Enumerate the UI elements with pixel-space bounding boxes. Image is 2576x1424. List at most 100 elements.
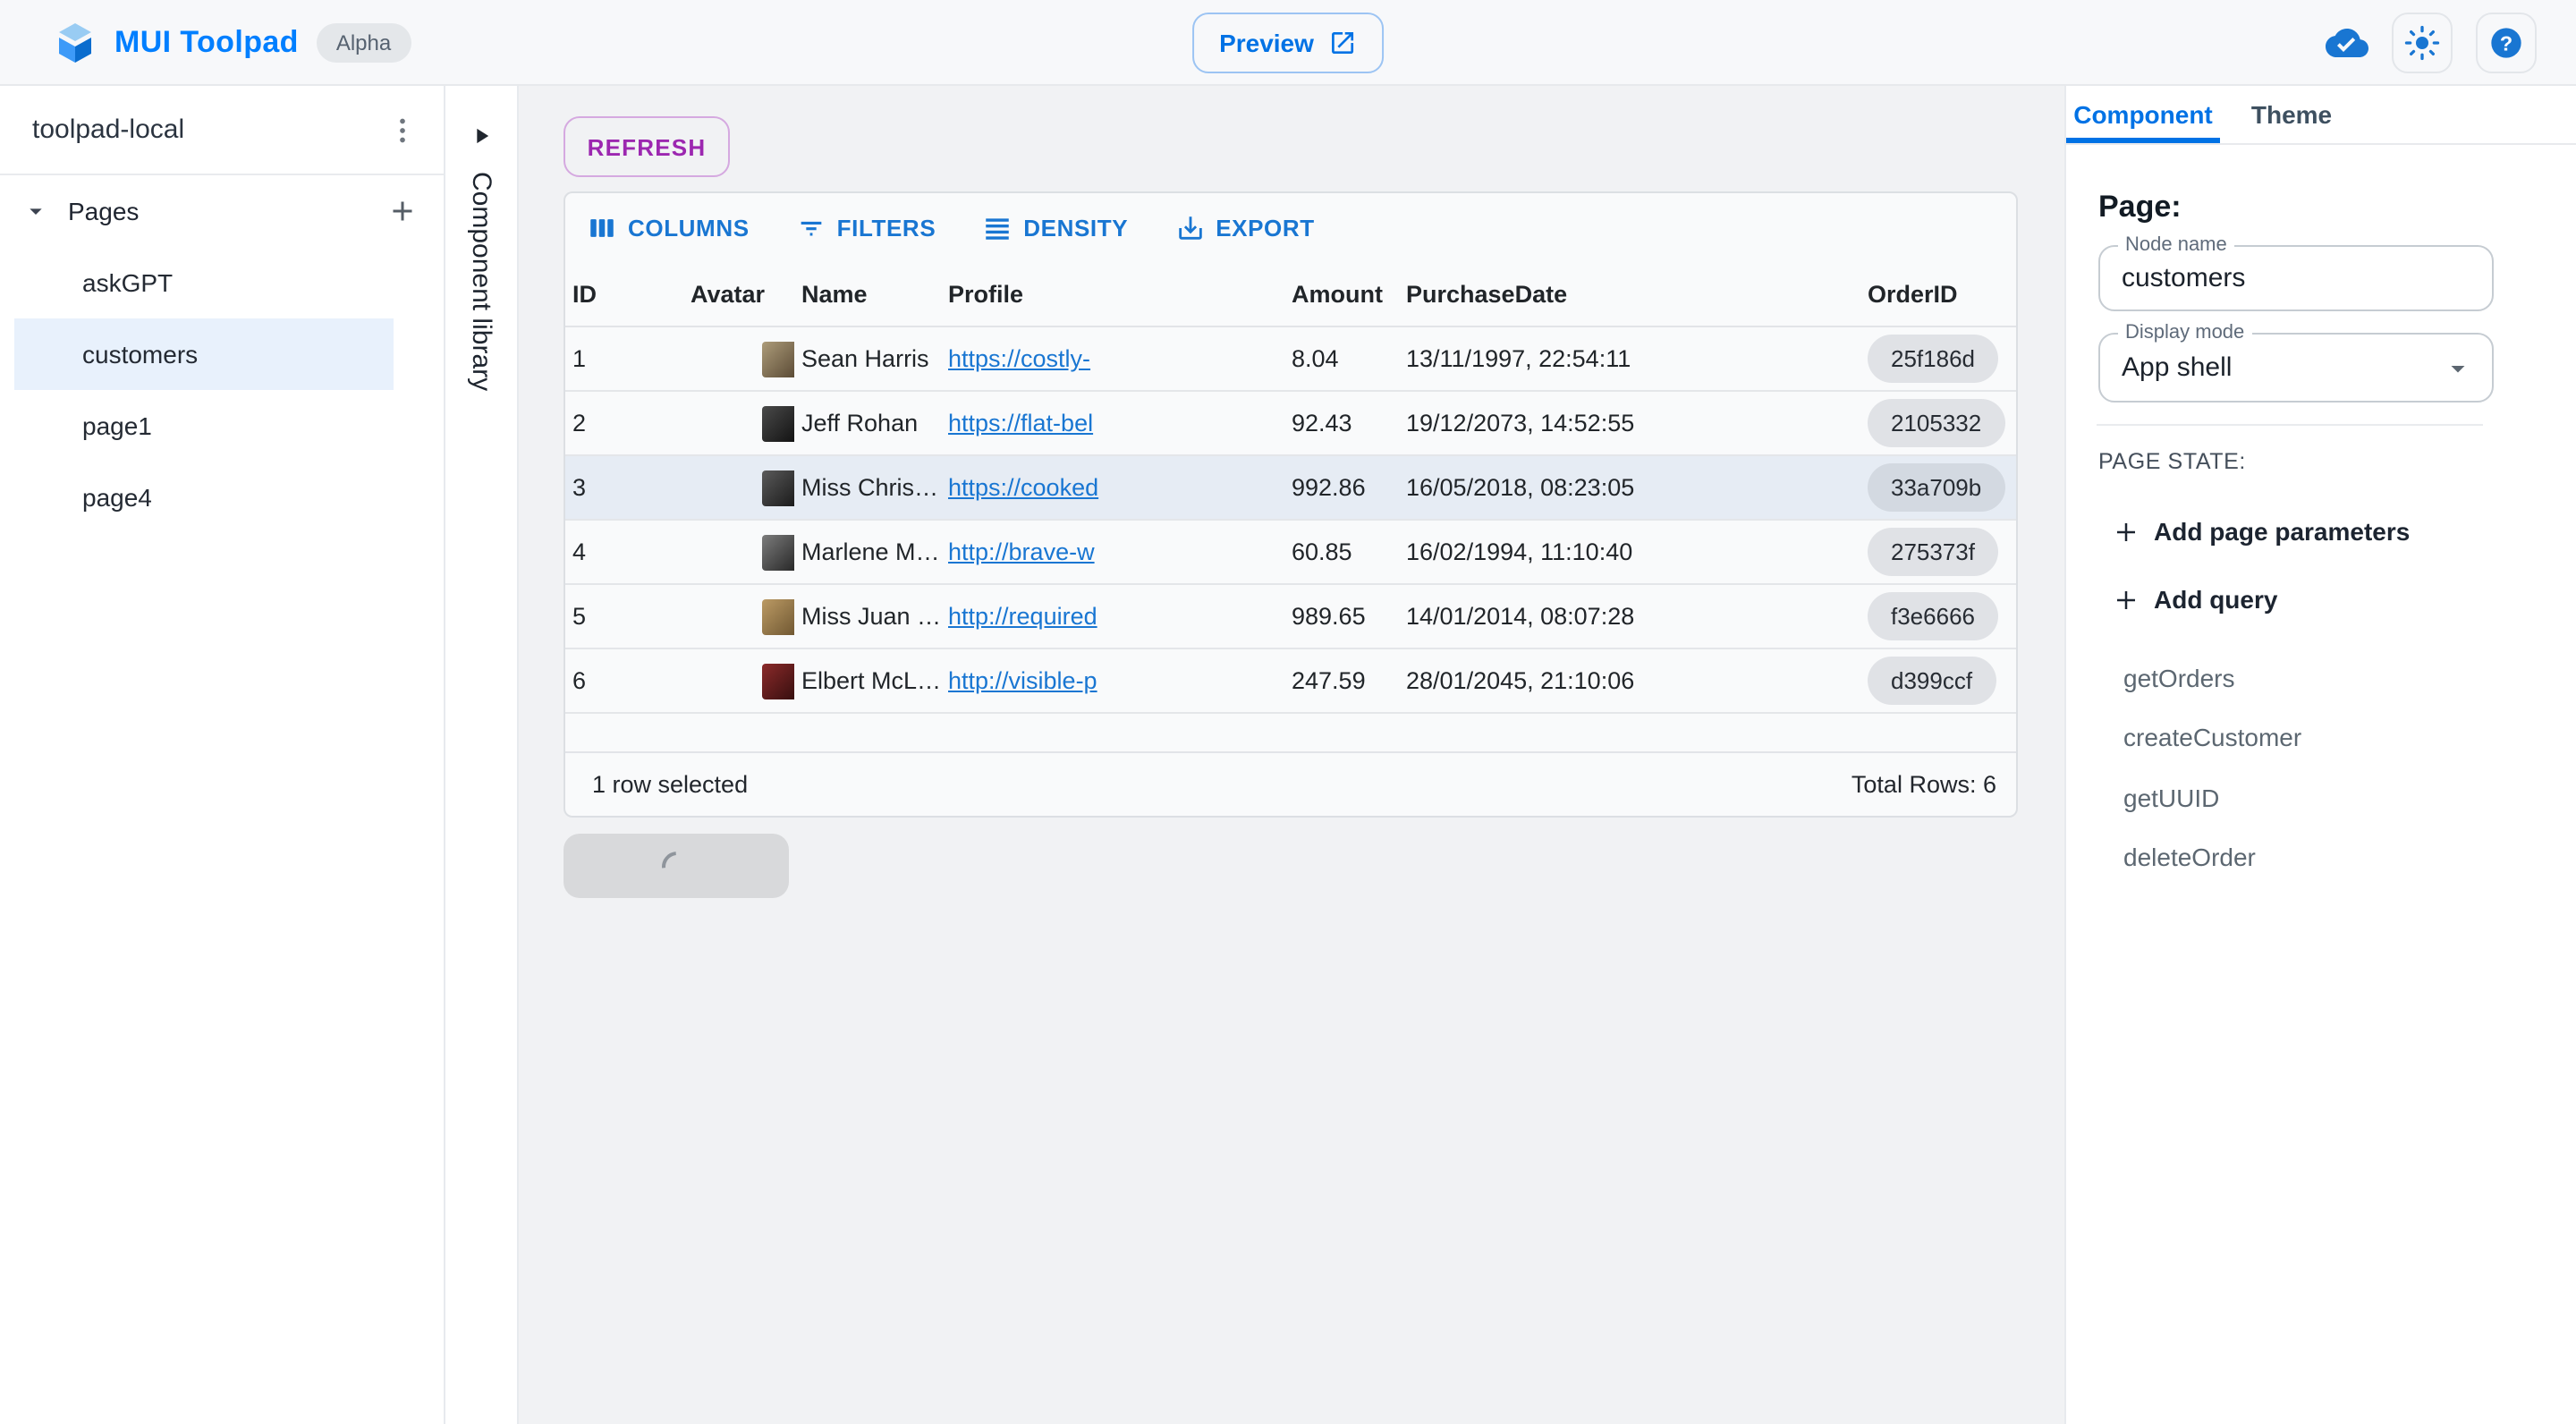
- display-mode-label: Display mode: [2118, 322, 2252, 343]
- avatar: [762, 470, 794, 505]
- refresh-button[interactable]: REFRESH: [564, 116, 730, 177]
- cell-id: 5: [572, 603, 587, 630]
- cell-name: Miss Juan …: [801, 603, 941, 630]
- add-query-button[interactable]: Add query: [2113, 585, 2277, 614]
- top-actions: ?: [2326, 0, 2537, 86]
- column-header-amount[interactable]: Amount: [1292, 281, 1383, 308]
- sidebar-item-askgpt[interactable]: askGPT: [0, 247, 444, 318]
- pages-section-label: Pages: [68, 197, 140, 225]
- page-item-label: page4: [82, 483, 152, 512]
- cell-id: 6: [572, 667, 587, 694]
- page-state-label: PAGE STATE:: [2098, 449, 2246, 474]
- page-heading: Page:: [2098, 190, 2182, 224]
- sidebar-item-page4[interactable]: page4: [0, 462, 444, 533]
- cell-name: Jeff Rohan: [801, 410, 919, 437]
- filter-list-icon: [796, 213, 826, 243]
- profile-link[interactable]: http://brave-w: [948, 538, 1095, 565]
- table-row[interactable]: 2 Jeff Rohan https://flat-bel 92.43 19/1…: [565, 392, 2016, 456]
- cloud-done-icon[interactable]: [2326, 21, 2368, 64]
- density-label: DENSITY: [1023, 215, 1129, 242]
- add-page-icon[interactable]: [386, 195, 419, 227]
- brightness-icon: [2404, 25, 2440, 61]
- table-row[interactable]: 4 Marlene M… http://brave-w 60.85 16/02/…: [565, 521, 2016, 585]
- query-item-getorders[interactable]: getOrders: [2123, 664, 2235, 692]
- export-label: EXPORT: [1216, 215, 1315, 242]
- grid-footer: 1 row selected Total Rows: 6: [565, 751, 2016, 816]
- column-header-avatar[interactable]: Avatar: [691, 281, 766, 308]
- cell-avatar: [683, 405, 794, 441]
- profile-link[interactable]: http://visible-p: [948, 667, 1097, 694]
- add-page-parameters-button[interactable]: Add page parameters: [2113, 517, 2410, 546]
- add-query-label: Add query: [2154, 585, 2278, 614]
- component-library-label[interactable]: Component library: [466, 172, 496, 392]
- node-name-field[interactable]: Node name customers: [2098, 234, 2494, 311]
- cell-amount: 247.59: [1292, 667, 1366, 694]
- tab-component[interactable]: Component: [2073, 100, 2213, 129]
- cell-avatar: [683, 598, 794, 634]
- column-header-profile[interactable]: Profile: [948, 281, 1024, 308]
- page-item-label: askGPT: [82, 268, 174, 297]
- profile-link[interactable]: http://required: [948, 603, 1097, 630]
- query-item-createcustomer[interactable]: createCustomer: [2123, 723, 2302, 751]
- columns-button[interactable]: COLUMNS: [587, 213, 750, 243]
- table-row[interactable]: 1 Sean Harris https://costly- 8.04 13/11…: [565, 327, 2016, 392]
- orderid-chip: 25f186d: [1868, 335, 1998, 383]
- query-item-getuuid[interactable]: getUUID: [2123, 784, 2220, 812]
- help-button[interactable]: ?: [2476, 13, 2537, 73]
- table-row[interactable]: 5 Miss Juan … http://required 989.65 14/…: [565, 585, 2016, 649]
- loading-button[interactable]: [564, 834, 789, 898]
- add-page-parameters-label: Add page parameters: [2154, 517, 2411, 546]
- alpha-badge: Alpha: [316, 23, 411, 63]
- sidebar-item-page1[interactable]: page1: [0, 390, 444, 462]
- column-header-name[interactable]: Name: [801, 281, 868, 308]
- profile-link[interactable]: https://flat-bel: [948, 410, 1094, 437]
- page-item-label: customers: [82, 340, 199, 369]
- cell-amount: 992.86: [1292, 474, 1366, 501]
- theme-toggle-button[interactable]: [2392, 13, 2453, 73]
- toolpad-logo-icon: [54, 21, 97, 64]
- cell-amount: 60.85: [1292, 538, 1352, 565]
- cell-amount: 92.43: [1292, 410, 1352, 437]
- total-rows-status: Total Rows: 6: [1851, 771, 1996, 798]
- inspector-tabs: Component Theme: [2066, 86, 2576, 145]
- export-button[interactable]: EXPORT: [1174, 213, 1315, 243]
- column-header-purchasedate[interactable]: PurchaseDate: [1406, 281, 1568, 308]
- profile-link[interactable]: https://cooked: [948, 474, 1099, 501]
- cell-name: Marlene M…: [801, 538, 940, 565]
- preview-button[interactable]: Preview: [1192, 13, 1384, 73]
- svg-text:?: ?: [2500, 31, 2512, 55]
- chevron-down-icon[interactable]: [21, 197, 50, 225]
- display-mode-select[interactable]: Display mode App shell: [2098, 322, 2494, 403]
- inspector-panel: Component Theme Page: Node name customer…: [2064, 86, 2576, 1424]
- cell-avatar: [683, 663, 794, 699]
- table-row[interactable]: 6 Elbert McL… http://visible-p 247.59 28…: [565, 649, 2016, 714]
- page-item-label: page1: [82, 411, 152, 440]
- filters-button[interactable]: FILTERS: [796, 213, 936, 243]
- project-row: toolpad-local: [0, 86, 444, 175]
- tab-theme[interactable]: Theme: [2250, 100, 2333, 129]
- cell-name: Miss Chris…: [801, 474, 938, 501]
- cell-avatar: [683, 534, 794, 570]
- rows-selected-status: 1 row selected: [592, 771, 749, 798]
- cell-avatar: [683, 341, 794, 377]
- cell-avatar: [683, 470, 794, 505]
- table-row-selected[interactable]: 3 Miss Chris… https://cooked 992.86 16/0…: [565, 456, 2016, 521]
- column-header-orderid[interactable]: OrderID: [1868, 281, 1958, 308]
- open-in-new-icon: [1328, 29, 1357, 57]
- brand: MUI Toolpad Alpha: [54, 0, 411, 86]
- grid-header-row: ID Avatar Name Profile Amount PurchaseDa…: [565, 263, 2016, 327]
- avatar: [762, 341, 794, 377]
- profile-link[interactable]: https://costly-: [948, 345, 1091, 372]
- cell-id: 2: [572, 410, 587, 437]
- avatar: [762, 405, 794, 441]
- sidebar-item-customers[interactable]: customers: [0, 318, 444, 390]
- column-header-id[interactable]: ID: [572, 281, 597, 308]
- node-name-input[interactable]: customers: [2122, 263, 2246, 293]
- plus-icon: [2113, 586, 2140, 613]
- kebab-menu-icon[interactable]: [386, 114, 419, 146]
- expand-panel-icon[interactable]: [445, 118, 517, 154]
- query-item-deleteorder[interactable]: deleteOrder: [2123, 843, 2256, 871]
- columns-label: COLUMNS: [628, 215, 750, 242]
- density-button[interactable]: DENSITY: [982, 213, 1128, 243]
- avatar: [762, 663, 794, 699]
